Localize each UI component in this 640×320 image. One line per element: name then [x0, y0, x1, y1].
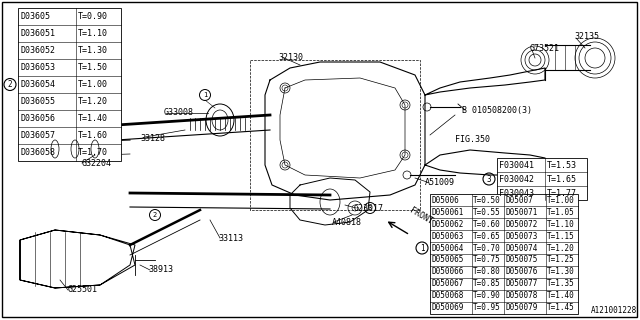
Text: D050065: D050065 [431, 255, 463, 265]
Text: D050062: D050062 [431, 220, 463, 228]
Text: T=1.50: T=1.50 [78, 63, 108, 72]
Text: T=0.90: T=0.90 [473, 292, 500, 300]
Text: B 010508200(3): B 010508200(3) [462, 106, 532, 115]
Text: T=0.65: T=0.65 [473, 231, 500, 241]
Text: D050067: D050067 [431, 279, 463, 289]
Text: T=0.60: T=0.60 [473, 220, 500, 228]
Text: 2: 2 [8, 80, 12, 89]
Text: T=1.65: T=1.65 [547, 174, 577, 183]
Text: D050064: D050064 [431, 244, 463, 252]
Text: D036051: D036051 [20, 29, 55, 38]
Text: D050071: D050071 [505, 207, 538, 217]
Text: T=1.30: T=1.30 [547, 268, 575, 276]
Text: T=1.10: T=1.10 [547, 220, 575, 228]
Text: 3: 3 [486, 174, 492, 183]
Text: D050066: D050066 [431, 268, 463, 276]
Text: F030041: F030041 [499, 161, 534, 170]
Text: T=1.53: T=1.53 [547, 161, 577, 170]
Text: D050069: D050069 [431, 303, 463, 313]
Text: T=1.00: T=1.00 [547, 196, 575, 204]
Text: D050068: D050068 [431, 292, 463, 300]
Text: 2: 2 [153, 212, 157, 218]
Text: D050073: D050073 [505, 231, 538, 241]
Text: 33128: 33128 [140, 133, 165, 142]
Text: D05006: D05006 [431, 196, 459, 204]
Text: D036054: D036054 [20, 80, 55, 89]
Text: D050077: D050077 [505, 279, 538, 289]
Text: T=1.40: T=1.40 [78, 114, 108, 123]
Text: D05007: D05007 [505, 196, 532, 204]
Text: D050079: D050079 [505, 303, 538, 313]
Text: D050063: D050063 [431, 231, 463, 241]
Text: T=1.15: T=1.15 [547, 231, 575, 241]
Bar [430, 194, 578, 314]
Text: T=1.25: T=1.25 [547, 255, 575, 265]
Text: T=1.10: T=1.10 [78, 29, 108, 38]
Text: F030042: F030042 [499, 174, 534, 183]
Text: 33113: 33113 [218, 234, 243, 243]
Text: D050072: D050072 [505, 220, 538, 228]
Text: A40818: A40818 [332, 218, 362, 227]
Text: T=1.70: T=1.70 [78, 148, 108, 157]
Text: T=0.90: T=0.90 [78, 12, 108, 21]
Text: 1: 1 [203, 92, 207, 98]
Text: T=1.05: T=1.05 [547, 207, 575, 217]
Text: T=0.80: T=0.80 [473, 268, 500, 276]
Text: G33008: G33008 [164, 108, 194, 116]
Text: D03605: D03605 [20, 12, 50, 21]
Text: 32130: 32130 [278, 52, 303, 61]
Text: T=1.77: T=1.77 [547, 188, 577, 197]
Text: D050061: D050061 [431, 207, 463, 217]
Text: T=1.30: T=1.30 [78, 46, 108, 55]
Text: D036053: D036053 [20, 63, 55, 72]
Text: D050078: D050078 [505, 292, 538, 300]
Text: 38913: 38913 [148, 266, 173, 275]
Text: T=1.45: T=1.45 [547, 303, 575, 313]
Text: T=1.20: T=1.20 [547, 244, 575, 252]
Text: T=0.95: T=0.95 [473, 303, 500, 313]
Text: D050074: D050074 [505, 244, 538, 252]
Text: D050076: D050076 [505, 268, 538, 276]
Text: G23017: G23017 [354, 204, 384, 212]
Text: G25501: G25501 [68, 285, 98, 294]
Text: D036057: D036057 [20, 131, 55, 140]
Text: A51009: A51009 [425, 178, 455, 187]
Text: T=1.40: T=1.40 [547, 292, 575, 300]
Text: 3: 3 [368, 205, 372, 211]
Text: 1: 1 [420, 244, 424, 252]
Text: FIG.350: FIG.350 [455, 134, 490, 143]
Bar [250, 60, 420, 210]
Text: F030043: F030043 [499, 188, 534, 197]
Text: D036058: D036058 [20, 148, 55, 157]
Text: D050075: D050075 [505, 255, 538, 265]
Text: G32204: G32204 [82, 158, 112, 167]
Text: T=1.35: T=1.35 [547, 279, 575, 289]
Bar [18, 8, 121, 161]
Text: D036052: D036052 [20, 46, 55, 55]
Text: T=0.50: T=0.50 [473, 196, 500, 204]
Text: G73521: G73521 [530, 44, 560, 52]
Text: FRONT: FRONT [408, 206, 434, 226]
Text: D036056: D036056 [20, 114, 55, 123]
Text: A121001228: A121001228 [591, 306, 637, 315]
Text: T=1.60: T=1.60 [78, 131, 108, 140]
Text: T=1.20: T=1.20 [78, 97, 108, 106]
Text: T=0.85: T=0.85 [473, 279, 500, 289]
Text: T=0.75: T=0.75 [473, 255, 500, 265]
Text: T=1.00: T=1.00 [78, 80, 108, 89]
Text: D036055: D036055 [20, 97, 55, 106]
Text: T=0.70: T=0.70 [473, 244, 500, 252]
Text: T=0.55: T=0.55 [473, 207, 500, 217]
Bar [497, 158, 587, 200]
Text: 32135: 32135 [574, 31, 599, 41]
